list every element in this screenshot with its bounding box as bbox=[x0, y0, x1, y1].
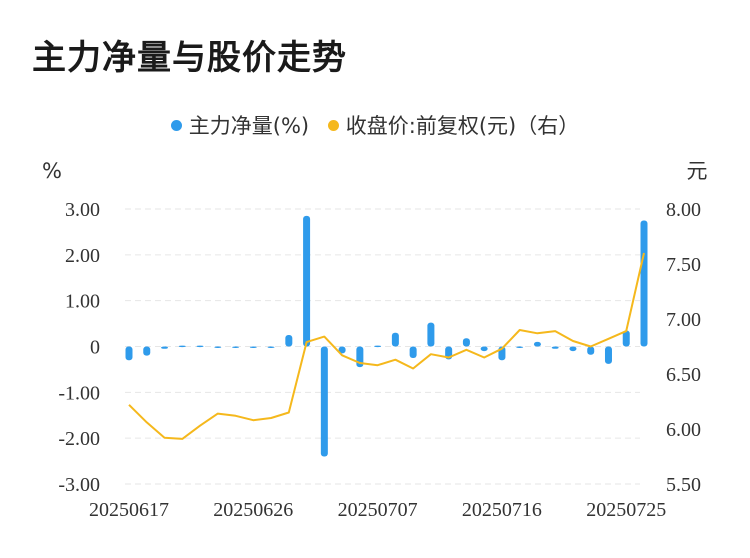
right-tick-label: 5.50 bbox=[666, 474, 701, 496]
net-volume-bar[interactable] bbox=[161, 346, 169, 349]
right-tick-label: 8.00 bbox=[666, 199, 701, 221]
left-tick-label: -3.00 bbox=[58, 474, 100, 496]
legend-item-close-price[interactable]: 收盘价:前复权(元)（右） bbox=[327, 110, 580, 140]
chart-title: 主力净量与股价走势 bbox=[32, 38, 347, 78]
net-volume-bar[interactable] bbox=[249, 346, 257, 349]
legend-item-net-volume[interactable]: 主力净量(%) bbox=[170, 110, 310, 140]
x-tick-label: 20250626 bbox=[213, 499, 293, 521]
right-tick-label: 7.50 bbox=[666, 254, 701, 276]
net-volume-bar[interactable] bbox=[516, 346, 524, 349]
net-volume-bar[interactable] bbox=[143, 346, 151, 356]
net-volume-bar[interactable] bbox=[569, 346, 577, 352]
x-tick-label: 20250725 bbox=[586, 499, 666, 521]
close-price-line[interactable] bbox=[128, 252, 645, 440]
left-tick-label: 2.00 bbox=[65, 245, 100, 267]
net-volume-bar[interactable] bbox=[285, 335, 293, 347]
net-volume-bar[interactable] bbox=[320, 346, 328, 457]
right-tick-label: 6.00 bbox=[666, 419, 701, 441]
net-volume-bar[interactable] bbox=[303, 215, 311, 347]
right-axis-unit: 元 bbox=[687, 159, 708, 183]
legend: 主力净量(%) 收盘价:前复权(元)（右） bbox=[0, 110, 750, 140]
net-volume-bar[interactable] bbox=[604, 346, 612, 364]
net-volume-bar[interactable] bbox=[178, 345, 186, 348]
x-tick-label: 20250716 bbox=[462, 499, 542, 521]
x-tick-label: 20250707 bbox=[338, 499, 418, 521]
left-tick-label: -1.00 bbox=[58, 382, 100, 404]
net-volume-bar[interactable] bbox=[374, 345, 382, 348]
net-volume-bar[interactable] bbox=[462, 338, 470, 347]
net-volume-bar[interactable] bbox=[232, 346, 240, 349]
left-tick-label: 0 bbox=[90, 337, 100, 359]
net-volume-bar[interactable] bbox=[391, 332, 399, 347]
legend-dot-icon bbox=[327, 119, 339, 131]
left-axis-unit: % bbox=[42, 159, 62, 183]
left-tick-label: 1.00 bbox=[65, 291, 100, 313]
net-volume-bar[interactable] bbox=[338, 346, 346, 354]
net-volume-bar[interactable] bbox=[267, 346, 275, 349]
net-volume-bar[interactable] bbox=[533, 341, 541, 347]
net-volume-bar[interactable] bbox=[640, 220, 648, 347]
net-volume-bar[interactable] bbox=[196, 345, 204, 348]
left-tick-label: -2.00 bbox=[58, 428, 100, 450]
right-tick-label: 7.00 bbox=[666, 309, 701, 331]
right-tick-label: 6.50 bbox=[666, 364, 701, 386]
net-volume-bar[interactable] bbox=[587, 346, 595, 355]
x-tick-label: 20250617 bbox=[89, 499, 169, 521]
net-volume-bar[interactable] bbox=[480, 346, 488, 352]
net-volume-bar[interactable] bbox=[427, 322, 435, 347]
left-tick-label: 3.00 bbox=[65, 199, 100, 221]
net-volume-bar[interactable] bbox=[622, 330, 630, 347]
net-volume-bar[interactable] bbox=[125, 346, 133, 361]
net-volume-bar[interactable] bbox=[214, 346, 222, 349]
legend-label: 主力净量(%) bbox=[188, 114, 310, 138]
net-volume-bar[interactable] bbox=[409, 346, 417, 358]
legend-dot-icon bbox=[170, 119, 182, 131]
legend-label: 收盘价:前复权(元)（右） bbox=[345, 114, 580, 138]
net-volume-bar[interactable] bbox=[551, 346, 559, 349]
